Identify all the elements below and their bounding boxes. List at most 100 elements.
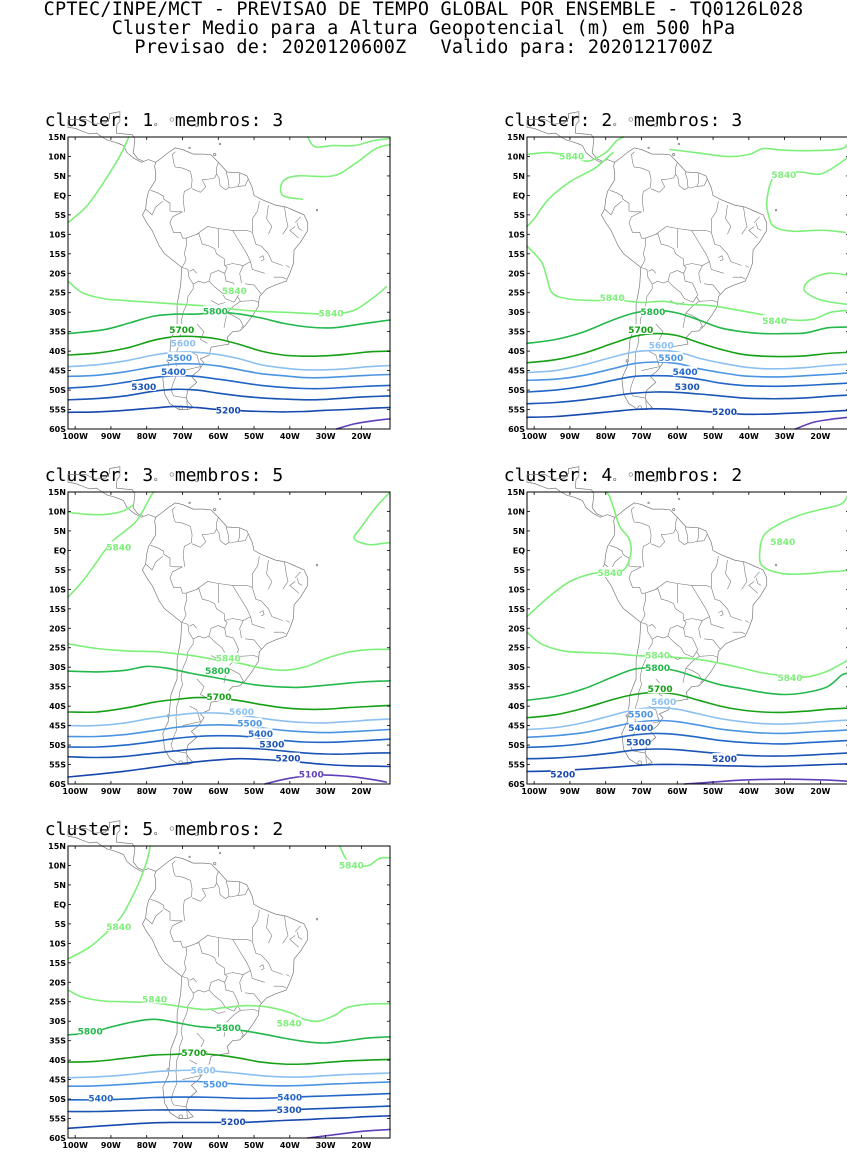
contour-label-bg [207,690,231,701]
lat-tick-label: 30S [49,1017,66,1026]
island-outline [188,855,191,859]
country-border [294,925,301,932]
country-border [682,667,687,683]
contour-label: 5500 [167,354,192,364]
contour-label-bg [640,306,665,317]
contour-line-5840 [67,643,391,672]
country-border [252,910,260,942]
country-border [196,323,208,344]
island-outline [218,851,222,855]
country-border [650,517,678,548]
country-border [145,555,163,571]
country-border [230,172,240,189]
lat-tick-label: 45S [49,367,66,376]
country-border [628,211,647,268]
country-border [266,560,273,590]
contour-line-5700 [67,696,391,714]
lat-tick-label: 5N [513,527,525,536]
contour-line-5100 [794,416,847,430]
lat-tick-label: 25S [49,289,66,298]
country-border [224,628,240,652]
lon-tick-label: 40W [739,432,759,441]
lat-tick-label: 5S [55,920,67,929]
lat-tick-label: 25S [508,644,525,653]
lat-tick-label: 10S [49,585,66,594]
contour-label: 5840 [770,538,795,548]
country-border [252,556,260,588]
contour-label: 5840 [277,1020,302,1030]
lon-tick-label: 30W [775,432,795,441]
lat-tick-label: 40S [49,1056,66,1065]
country-border [224,982,240,1006]
contour-label-bg [259,738,284,749]
country-border [667,635,697,658]
cluster-panel-5: cluster: 5 membros: 2 5840 5840 5840 5840 58… [4,819,391,1164]
lon-tick-label: 50W [244,1141,264,1150]
contour-label-bg [559,150,584,161]
contour-label-bg [78,1025,103,1036]
island-outline [213,861,217,866]
contour-label-bg [299,768,324,779]
contour-label: 5400 [161,368,186,378]
lat-tick-label: 15N [507,133,525,142]
lat-tick-label: 10S [49,230,66,239]
country-border [725,560,732,590]
country-border [150,190,183,213]
island-outline [653,123,658,128]
country-border [216,173,231,190]
country-border [704,283,721,295]
country-border [191,517,219,548]
country-border [683,273,699,297]
lon-tick-label: 70W [173,787,193,796]
lat-tick-label: 5N [54,527,66,536]
contour-line-5400 [526,732,847,749]
central-america-coastline [526,466,615,518]
contour-label: 5500 [658,354,683,364]
lon-tick-label: 70W [173,432,193,441]
island-outline [188,146,191,150]
contour-line-5840 [526,151,614,228]
contour-line-5300 [67,1105,391,1113]
contour-label: 5840 [597,569,622,579]
map-frame [67,491,391,785]
lon-tick-label: 70W [632,787,652,796]
contour-label: 5840 [318,309,343,319]
lat-tick-label: 60S [49,425,66,434]
axis-ticks [68,491,390,785]
contour-labels: 5840 5840 5840 5840 5800 5700 5600 5500 5400 5300… [550,535,803,781]
axis-labels: 15N 10N 5N EQ 5S 10S 15S 20S 25S 30S 35S 40S 45S 50S 5… [507,488,830,796]
country-border [689,172,699,189]
island-outline [625,714,629,718]
country-border [289,581,299,594]
lat-tick-label: 20S [49,978,66,987]
country-border [245,638,262,650]
country-border [245,992,262,1004]
contour-label-bg [237,717,262,728]
country-border [189,269,198,274]
lon-tick-label: 90W [560,432,580,441]
country-border [691,230,724,274]
contour-label: 5700 [169,326,194,336]
contour-line-5840 [279,144,391,201]
contour-label: 5840 [339,862,364,872]
lat-tick-label: 20S [49,624,66,633]
contour-label-bg [191,1064,216,1075]
contour-label-bg [628,708,653,719]
island-outline [625,359,629,363]
contour-line-5840 [765,157,847,234]
lat-tick-label: 30S [508,663,525,672]
contour-label: 5600 [229,708,254,718]
country-border [196,678,208,699]
lat-tick-label: 40S [508,702,525,711]
contour-line-5800 [67,665,391,689]
country-border [182,350,201,371]
country-border [711,201,719,233]
contour-labels: 5840 5840 5840 5840 5800 5700 5600 5500 5400 5300… [559,150,796,418]
island-outline [154,477,158,482]
contour-line-5200 [67,757,391,778]
contour-label-bg [203,1078,228,1089]
country-border [683,628,699,652]
contour-line-5300 [526,391,847,405]
country-border [711,556,719,588]
country-border [609,190,642,213]
